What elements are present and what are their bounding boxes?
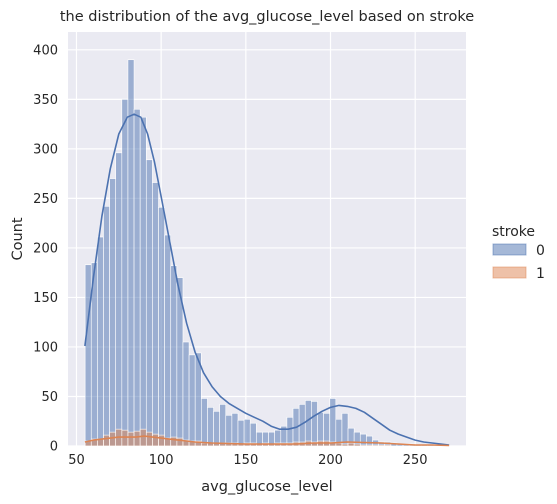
bar-1 <box>384 444 392 447</box>
legend-swatch-0 <box>492 243 527 256</box>
y-tick-label: 250 <box>33 192 58 207</box>
bar-0 <box>359 433 367 447</box>
legend-title: stroke <box>492 224 535 240</box>
legend-label-0: 0 <box>536 243 545 259</box>
bar-1 <box>158 434 165 447</box>
bar-1 <box>353 443 361 447</box>
x-tick-label: 100 <box>149 453 174 468</box>
bar-1 <box>121 429 129 447</box>
bar-0 <box>243 418 251 447</box>
bar-0 <box>97 236 104 447</box>
bar-0 <box>207 407 214 447</box>
bar-0 <box>237 419 245 447</box>
y-tick-label: 0 <box>50 440 58 455</box>
kde-line-1 <box>84 435 450 447</box>
bar-1 <box>152 433 159 447</box>
bar-0 <box>213 411 220 447</box>
x-tick-label: 200 <box>318 453 343 468</box>
chart-title: the distribution of the avg_glucose_leve… <box>60 9 474 25</box>
bar-1 <box>127 431 135 447</box>
bar-1 <box>366 444 373 447</box>
bar-1 <box>133 430 141 447</box>
bar-0 <box>152 182 159 447</box>
bar-0 <box>84 264 92 447</box>
bar-0 <box>188 354 196 447</box>
bar-1 <box>335 442 343 447</box>
y-tick-label: 150 <box>33 291 58 306</box>
bar-1 <box>341 443 349 447</box>
y-tick-label: 300 <box>33 142 58 157</box>
y-tick-label: 350 <box>33 93 58 108</box>
bar-0 <box>304 400 312 447</box>
x-tick-label: 250 <box>403 453 428 468</box>
x-tick-label: 50 <box>68 453 85 468</box>
legend: stroke 0 1 <box>492 224 545 282</box>
bar-0 <box>115 152 123 447</box>
bar-1 <box>347 442 355 447</box>
bar-1 <box>378 444 386 447</box>
legend-label-1: 1 <box>536 266 545 282</box>
y-tick-label: 400 <box>33 43 58 58</box>
bar-0 <box>121 99 129 447</box>
bar-0 <box>219 404 227 447</box>
bar-0 <box>249 422 257 447</box>
bar-1 <box>170 436 178 447</box>
x-axis-label: avg_glucose_level <box>201 479 332 495</box>
bar-0 <box>231 413 239 447</box>
bar-0 <box>182 341 190 447</box>
bar-0 <box>109 178 117 447</box>
bar-0 <box>225 414 233 447</box>
bar-0 <box>286 416 294 447</box>
y-tick-label: 50 <box>41 390 58 405</box>
bar-0 <box>158 207 165 447</box>
bar-0 <box>341 413 349 447</box>
bar-0 <box>366 435 373 447</box>
x-tick-labels: 50 100 150 200 250 <box>68 453 427 468</box>
bar-0 <box>103 206 110 447</box>
x-tick-label: 150 <box>233 453 258 468</box>
y-axis-label: Count <box>10 217 26 260</box>
kde-lines <box>84 113 450 447</box>
y-tick-label: 100 <box>33 340 58 355</box>
kde-line-0 <box>84 113 450 446</box>
bar-1 <box>145 431 153 447</box>
bar-0 <box>311 401 318 447</box>
bar-1 <box>109 431 117 447</box>
legend-swatch-1 <box>492 266 527 279</box>
bar-0 <box>145 159 153 447</box>
bar-1 <box>139 428 147 447</box>
y-tick-labels: 0 50 100 150 200 250 300 350 400 <box>33 43 58 454</box>
y-tick-label: 200 <box>33 241 58 256</box>
bar-0 <box>127 59 135 447</box>
bar-0 <box>139 116 147 447</box>
bar-0 <box>164 234 172 447</box>
bar-0 <box>133 108 141 447</box>
bar-0 <box>201 398 208 447</box>
bar-1 <box>103 434 110 447</box>
bar-0 <box>170 265 178 447</box>
bar-1 <box>359 444 367 447</box>
bar-1 <box>372 444 379 447</box>
